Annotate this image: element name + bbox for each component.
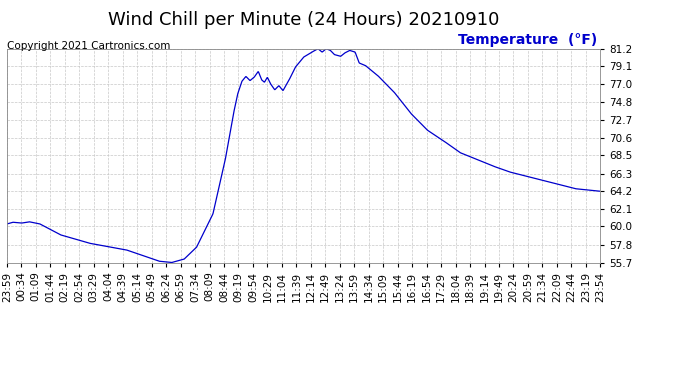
Text: Temperature  (°F): Temperature (°F) xyxy=(458,33,598,46)
Text: Copyright 2021 Cartronics.com: Copyright 2021 Cartronics.com xyxy=(7,41,170,51)
Text: Wind Chill per Minute (24 Hours) 20210910: Wind Chill per Minute (24 Hours) 2021091… xyxy=(108,11,500,29)
